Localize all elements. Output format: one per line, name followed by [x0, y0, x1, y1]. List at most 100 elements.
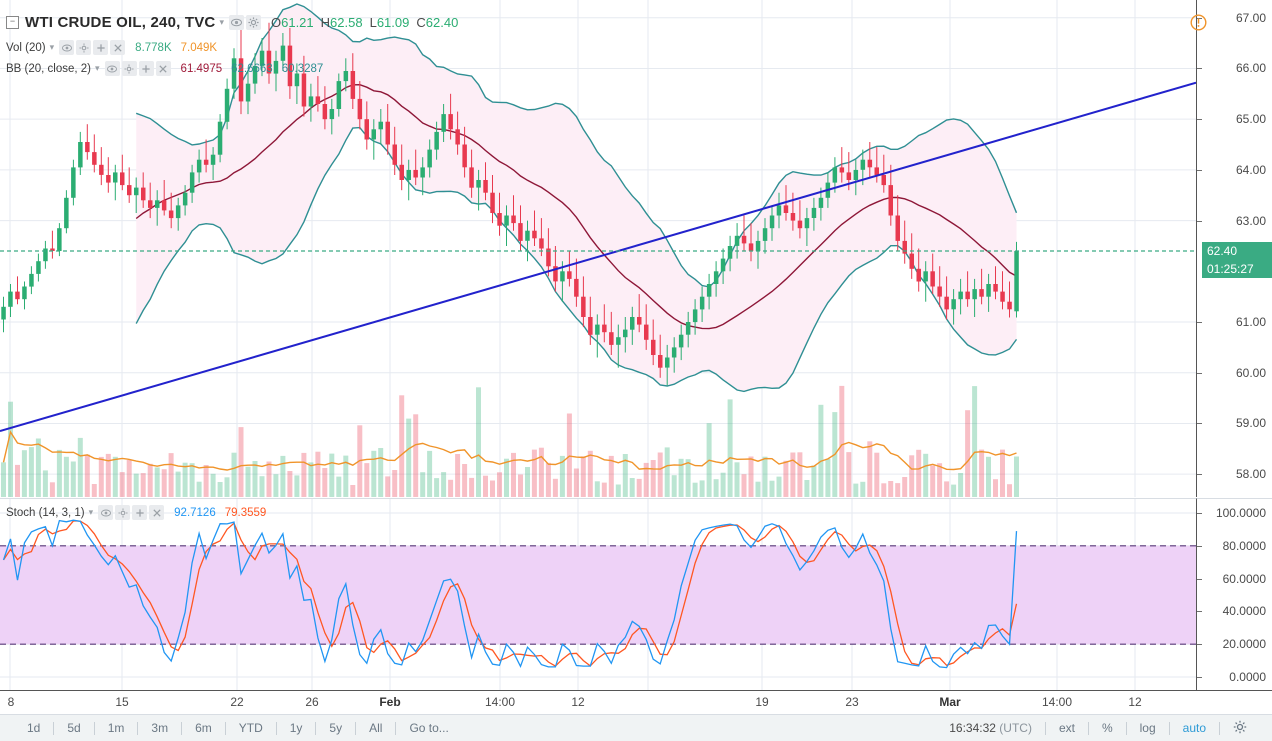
toolbar-separator — [1125, 721, 1127, 735]
stoch-values: 92.7126 79.3559 — [174, 507, 266, 519]
range-button-3m[interactable]: 3m — [151, 721, 169, 735]
stoch-axis-label: 40.0000 — [1222, 604, 1266, 619]
stoch-axis-label: 20.0000 — [1222, 637, 1266, 652]
eye-icon[interactable] — [98, 505, 114, 520]
gear-icon[interactable] — [115, 505, 131, 520]
volume-indicator-title[interactable]: Vol (20) — [6, 41, 46, 54]
toolbar-option-percent[interactable]: % — [1101, 721, 1113, 735]
volume-values: 8.778K 7.049K — [135, 42, 217, 54]
symbol-title[interactable]: WTI CRUDE OIL, 240, TVC — [25, 14, 216, 31]
ohlc-item: H62.58 — [321, 15, 363, 30]
axis-tick — [1197, 423, 1202, 425]
eye-icon[interactable] — [228, 15, 244, 30]
time-axis-label: 26 — [305, 695, 319, 709]
ohlc-key: C — [416, 15, 426, 30]
stochastic-pane[interactable] — [0, 498, 1196, 691]
time-axis[interactable]: 8 15 22 26 Feb 14:00 12 19 23 Mar 14:00 12 — [0, 690, 1272, 714]
close-icon[interactable] — [110, 40, 126, 55]
current-price-badge[interactable]: 62.40 — [1202, 242, 1272, 261]
axis-tick — [1197, 474, 1202, 476]
range-button-all[interactable]: All — [369, 721, 383, 735]
collapse-icon[interactable]: − — [6, 16, 19, 29]
toolbar-right[interactable]: 16:34:32 (UTC) ext% log auto — [936, 720, 1272, 737]
time-axis-label: Feb — [379, 695, 401, 709]
price-chart-pane[interactable] — [0, 0, 1196, 497]
stochastic-legend: Stoch (14, 3, 1) ▾ 92.7126 79.3559 — [6, 505, 266, 520]
time-axis-label: Mar — [939, 695, 961, 709]
chevron-down-icon[interactable]: ▾ — [219, 17, 224, 27]
warning-circle-icon[interactable] — [1190, 14, 1207, 31]
go-to-button[interactable]: Go to... — [409, 721, 449, 735]
price-axis[interactable]: 67.00 66.00 65.00 64.00 63.00 61.00 60.00 59.00… — [1196, 0, 1272, 497]
range-button-5d[interactable]: 5d — [67, 721, 81, 735]
indicator-value: 7.049K — [180, 41, 218, 54]
ohlc-values: O61.21 H62.58 L61.09 C62.40 — [271, 15, 458, 30]
chevron-down-icon[interactable]: ▾ — [49, 42, 55, 52]
eye-icon[interactable] — [104, 61, 120, 76]
price-axis-label: 59.00 — [1235, 416, 1266, 431]
axis-tick — [1197, 119, 1202, 121]
range-buttons[interactable]: 1d 5d 1m 3m 6m YTD 1y 5y All Go to... — [0, 721, 462, 735]
axis-tick — [1197, 578, 1202, 580]
auto-scale-button[interactable]: auto — [1182, 721, 1206, 735]
indicator-value: 62.6663 — [231, 62, 273, 75]
chevron-down-icon[interactable]: ▾ — [95, 63, 100, 73]
range-button-1d[interactable]: 1d — [27, 721, 41, 735]
stoch-axis-label: 60.0000 — [1222, 571, 1266, 586]
range-button-6m[interactable]: 6m — [195, 721, 212, 735]
ohlc-item: L61.09 — [370, 15, 410, 30]
toolbar-separator — [93, 721, 95, 735]
ohlc-value: 62.58 — [330, 15, 363, 30]
toolbar-option-log[interactable]: log — [1139, 721, 1156, 735]
close-icon[interactable] — [149, 505, 165, 520]
chevron-down-icon[interactable]: ▾ — [88, 507, 94, 517]
range-button-5y[interactable]: 5y — [329, 721, 343, 735]
stochastic-canvas[interactable] — [0, 499, 1196, 691]
gear-icon[interactable] — [1220, 720, 1260, 737]
axis-tick — [1197, 220, 1202, 222]
eye-icon[interactable] — [59, 40, 75, 55]
toolbar-separator — [137, 721, 139, 735]
range-button-ytd[interactable]: YTD — [238, 721, 263, 735]
price-chart-canvas[interactable] — [0, 0, 1196, 497]
range-button-1m[interactable]: 1m — [107, 721, 125, 735]
bottom-toolbar[interactable]: 1d 5d 1m 3m 6m YTD 1y 5y All Go to... 16:34:32 (U… — [0, 714, 1272, 741]
plus-icon[interactable] — [132, 505, 148, 520]
time-axis-label: 15 — [115, 695, 129, 709]
gear-icon[interactable] — [121, 61, 137, 76]
toolbar-separator — [1219, 721, 1220, 735]
toolbar-separator — [315, 721, 317, 735]
close-icon[interactable] — [155, 61, 171, 76]
ohlc-value: 62.40 — [425, 15, 459, 30]
toolbar-option-ext[interactable]: ext — [1058, 721, 1075, 735]
plus-icon[interactable] — [138, 61, 154, 76]
range-button-1y[interactable]: 1y — [289, 721, 303, 735]
ohlc-value: 61.09 — [376, 15, 410, 30]
axis-tick — [1197, 68, 1202, 70]
gear-icon[interactable] — [76, 40, 92, 55]
bollinger-legend: BB (20, close, 2) ▾ 61.4975 62.6663 60.328… — [6, 61, 323, 76]
ohlc-key: O — [270, 15, 282, 30]
indicator-value: 79.3559 — [224, 506, 267, 519]
price-axis-label: 58.00 — [1235, 467, 1266, 482]
indicator-value: 8.778K — [135, 41, 172, 54]
price-axis-label: 67.00 — [1235, 10, 1266, 25]
time-axis-label: 8 — [7, 695, 15, 709]
time-axis-label: 12 — [1128, 695, 1142, 709]
stoch-axis-label: 100.0000 — [1215, 506, 1266, 520]
stochastic-axis[interactable]: 100.0000 80.0000 60.0000 40.0000 20.0000 0.00… — [1196, 498, 1272, 690]
axis-tick — [1197, 644, 1202, 646]
plus-icon[interactable] — [93, 40, 109, 55]
indicator-value: 61.4975 — [180, 62, 223, 75]
toolbar-separator — [53, 721, 55, 735]
toolbar-separator — [181, 721, 183, 735]
axis-tick — [1197, 372, 1202, 374]
gear-icon[interactable] — [245, 15, 261, 30]
clock-timezone: (UTC) — [999, 721, 1032, 735]
stoch-indicator-title[interactable]: Stoch (14, 3, 1) — [6, 506, 85, 519]
bb-indicator-title[interactable]: BB (20, close, 2) — [6, 62, 92, 75]
countdown-badge: 01:25:27 — [1202, 260, 1272, 279]
price-axis-label: 60.00 — [1235, 365, 1266, 380]
toolbar-separator — [224, 721, 226, 735]
